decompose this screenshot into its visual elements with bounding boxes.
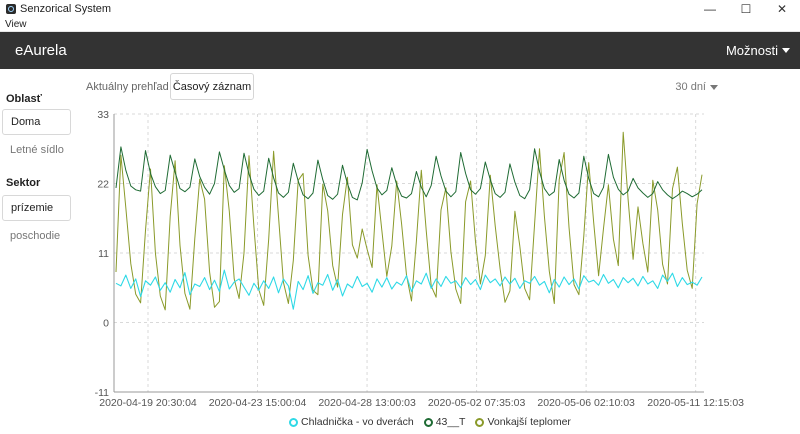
- menu-item-view[interactable]: View: [5, 19, 27, 30]
- series-line-1: [115, 146, 703, 201]
- area-section-title: Oblasť: [6, 93, 42, 105]
- chevron-down-icon: [782, 48, 790, 53]
- sector-section-title: Sektor: [6, 177, 41, 189]
- legend-item[interactable]: Vonkajší teplomer: [475, 414, 571, 430]
- sidebar: Oblasť Doma Letné sídlo Sektor prízemie …: [0, 69, 76, 434]
- tab-current-overview[interactable]: Aktuálny prehľad: [86, 81, 169, 93]
- x-tick-label: 2020-04-23 15:00:04: [209, 397, 307, 409]
- sidebar-item-prizemie[interactable]: prízemie: [2, 195, 71, 221]
- menu-bar: View: [0, 18, 800, 32]
- legend-item[interactable]: Chladnička - vo dverách: [289, 414, 414, 430]
- legend-swatch-icon: [423, 417, 433, 427]
- legend-label: 43__T: [435, 416, 466, 428]
- options-dropdown[interactable]: Možnosti: [726, 43, 790, 58]
- tab-time-record[interactable]: Časový záznam: [170, 73, 254, 100]
- x-tick-label: 2020-05-02 07:35:03: [428, 397, 526, 409]
- x-tick-label: 2020-04-19 20:30:04: [99, 397, 197, 409]
- legend-label: Chladnička - vo dverách: [301, 416, 414, 428]
- legend-item[interactable]: 43__T: [423, 414, 466, 430]
- brand-title[interactable]: eAurela: [15, 42, 67, 59]
- minimize-button[interactable]: —: [704, 2, 716, 16]
- maximize-button[interactable]: ☐: [740, 2, 752, 16]
- window-titlebar: Senzorical System — ☐ ✕: [0, 0, 800, 18]
- sidebar-item-letne-sidlo[interactable]: Letné sídlo: [10, 144, 64, 156]
- legend-swatch-icon: [475, 417, 485, 427]
- series-line-0: [115, 269, 703, 310]
- app-navbar: eAurela Možnosti: [0, 32, 800, 69]
- options-label: Možnosti: [725, 43, 778, 58]
- x-tick-label: 2020-04-28 13:00:03: [318, 397, 416, 409]
- legend-swatch-icon: [289, 417, 299, 427]
- app-logo-icon: [6, 4, 16, 14]
- close-button[interactable]: ✕: [776, 2, 788, 16]
- period-dropdown[interactable]: 30 dní: [675, 81, 718, 93]
- y-tick-label: -11: [95, 387, 110, 399]
- sidebar-item-poschodie[interactable]: poschodie: [10, 230, 61, 242]
- sidebar-item-doma[interactable]: Doma: [2, 109, 71, 135]
- view-toolbar: Aktuálny prehľad Časový záznam 30 dní: [82, 73, 722, 101]
- chart-legend: Chladnička - vo dverách 43__T Vonkajší tep…: [0, 414, 800, 430]
- y-tick-label: 33: [97, 109, 109, 121]
- x-tick-label: 2020-05-11 12:15:03: [647, 397, 744, 409]
- period-label: 30 dní: [675, 81, 706, 93]
- x-tick-label: 2020-05-06 02:10:03: [537, 397, 635, 409]
- legend-label: Vonkajší teplomer: [487, 416, 571, 428]
- y-tick-label: 11: [98, 248, 109, 260]
- series-line-2: [115, 131, 703, 311]
- window-title: Senzorical System: [20, 3, 112, 15]
- y-tick-label: 0: [103, 318, 109, 330]
- y-tick-label: 22: [97, 179, 109, 191]
- chevron-down-icon: [710, 84, 718, 90]
